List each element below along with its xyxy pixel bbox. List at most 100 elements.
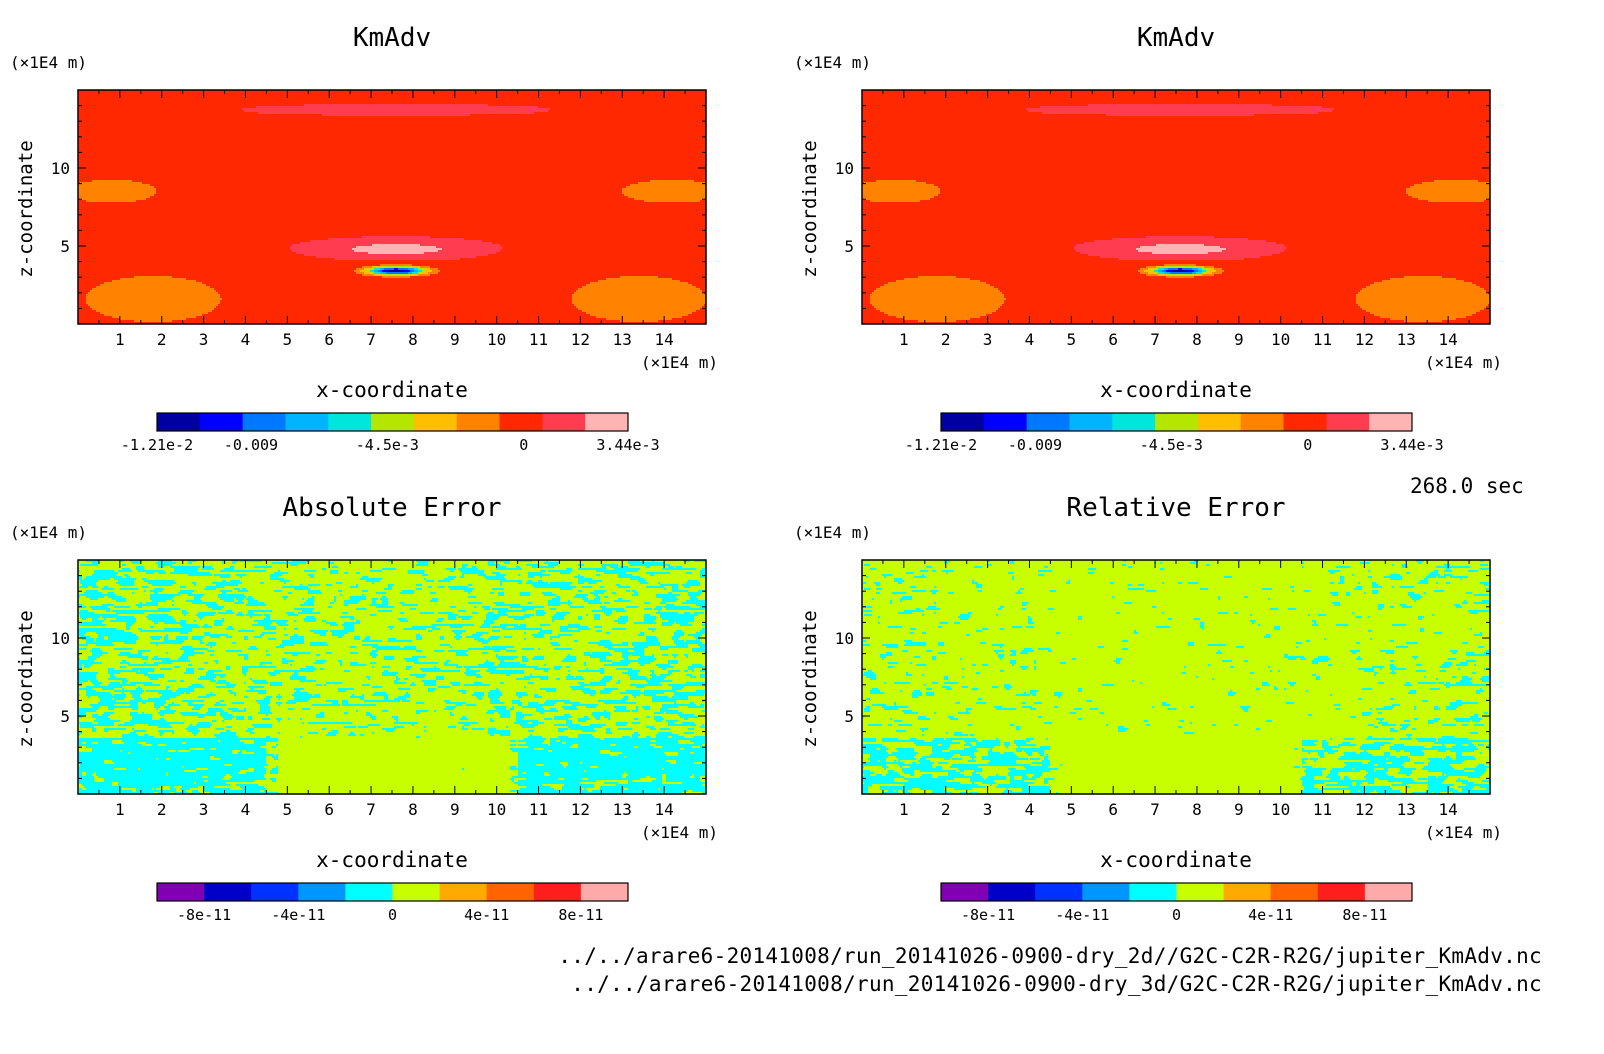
x-tick-label: 12 — [571, 800, 590, 819]
x-unit-label: (×1E4 m) — [641, 353, 718, 372]
x-tick-label: 2 — [941, 330, 951, 349]
colorbar-swatch — [941, 883, 989, 901]
colorbar-swatch — [251, 883, 299, 901]
y-unit-label: (×1E4 m) — [794, 523, 871, 542]
x-tick-label: 2 — [157, 330, 167, 349]
y-tick-label: 5 — [844, 237, 854, 256]
x-tick-label: 5 — [1067, 330, 1077, 349]
colorbar-swatch — [456, 413, 501, 431]
y-tick-label: 10 — [835, 629, 854, 648]
x-tick-label: 14 — [655, 330, 674, 349]
x-tick-label: 13 — [613, 330, 632, 349]
panel-title: Absolute Error — [282, 493, 501, 523]
x-tick-label: 9 — [450, 800, 460, 819]
colorbar-swatch — [1326, 413, 1370, 431]
colorbar-swatch — [199, 413, 244, 431]
y-axis-label: z-coordinate — [799, 610, 821, 747]
panel-4: Relative Error(×1E4 m)1 2 3 4 5 6 7 8 9 10 11 12 13 1… — [794, 493, 1502, 924]
colorbar-tick-label: 0 — [1172, 906, 1181, 924]
colorbar-swatch — [1197, 413, 1242, 431]
colorbar-swatch — [1317, 883, 1366, 901]
x-tick-label: 11 — [529, 800, 548, 819]
x-tick-label: 2 — [157, 800, 167, 819]
x-tick-label: 3 — [983, 800, 993, 819]
x-tick-label: 9 — [1234, 330, 1244, 349]
x-tick-label: 12 — [1355, 330, 1374, 349]
y-tick-label: 10 — [51, 629, 70, 648]
panel-title: KmAdv — [1137, 23, 1215, 53]
file-path-2: ../../arare6-20141008/run_20141026-0900-… — [571, 972, 1542, 996]
colorbar-swatch — [1223, 883, 1272, 901]
x-axis-label: x-coordinate — [316, 378, 468, 402]
colorbar-swatch — [392, 883, 441, 901]
colorbar-tick-label: -0.009 — [1008, 436, 1062, 454]
x-tick-label: 9 — [450, 330, 460, 349]
colorbar-swatch — [988, 883, 1036, 901]
panel-title: Relative Error — [1066, 493, 1285, 523]
colorbar-tick-label: 8e-11 — [558, 906, 603, 924]
colorbar-swatch — [1364, 883, 1413, 901]
x-tick-label: 8 — [408, 330, 418, 349]
x-tick-label: 9 — [1234, 800, 1244, 819]
x-tick-label: 10 — [487, 330, 506, 349]
x-axis-label: x-coordinate — [316, 848, 468, 872]
colorbar-swatch — [157, 413, 201, 431]
x-tick-label: 13 — [1397, 800, 1416, 819]
colorbar-swatch — [1082, 883, 1130, 901]
x-tick-label: 8 — [408, 800, 418, 819]
x-tick-label: 6 — [1108, 800, 1118, 819]
colorbar-tick-label: 4e-11 — [464, 906, 509, 924]
colorbar-tick-label: -8e-11 — [177, 906, 231, 924]
y-axis-label: z-coordinate — [15, 140, 37, 277]
x-tick-label: 5 — [283, 330, 293, 349]
x-tick-label: 11 — [1313, 330, 1332, 349]
x-tick-label: 4 — [1025, 800, 1035, 819]
x-tick-label: 4 — [1025, 330, 1035, 349]
colorbar-tick-label: 0 — [519, 436, 528, 454]
y-unit-label: (×1E4 m) — [10, 523, 87, 542]
x-tick-label: 3 — [199, 800, 209, 819]
colorbar-swatch — [580, 883, 629, 901]
colorbar-tick-label: 4e-11 — [1248, 906, 1293, 924]
x-tick-label: 14 — [1439, 800, 1458, 819]
colorbar-swatch — [1129, 883, 1177, 901]
heatmap-field — [862, 560, 1490, 794]
x-tick-label: 10 — [1271, 330, 1290, 349]
y-axis-label: z-coordinate — [799, 140, 821, 277]
x-tick-label: 14 — [655, 800, 674, 819]
colorbar-swatch — [242, 413, 286, 431]
x-tick-label: 10 — [487, 800, 506, 819]
x-tick-label: 5 — [283, 800, 293, 819]
x-tick-label: 11 — [529, 330, 548, 349]
colorbar-tick-label: -1.21e-2 — [905, 436, 977, 454]
colorbar-swatch — [1035, 883, 1083, 901]
colorbar-swatch — [413, 413, 458, 431]
colorbar-tick-label: -4e-11 — [271, 906, 325, 924]
colorbar-frame — [156, 412, 629, 432]
y-tick-label: 5 — [60, 237, 70, 256]
colorbar-tick-label: -4e-11 — [1055, 906, 1109, 924]
colorbar-swatch — [542, 413, 586, 431]
colorbar-swatch — [1155, 413, 1199, 431]
x-tick-label: 10 — [1271, 800, 1290, 819]
x-tick-label: 7 — [366, 330, 376, 349]
colorbar-swatch — [533, 883, 582, 901]
colorbar-swatch — [941, 413, 985, 431]
colorbar-frame — [940, 412, 1413, 432]
colorbar-swatch — [1369, 413, 1413, 431]
x-tick-label: 13 — [613, 800, 632, 819]
colorbar-tick-label: 3.44e-3 — [1380, 436, 1443, 454]
x-tick-label: 1 — [115, 800, 125, 819]
colorbar-swatch — [439, 883, 488, 901]
x-tick-label: 7 — [1150, 800, 1160, 819]
colorbar: -8e-11 -4e-11 0 4e-11 8e-11 — [940, 882, 1413, 924]
x-tick-label: 2 — [941, 800, 951, 819]
colorbar-swatch — [1283, 413, 1327, 431]
x-tick-label: 1 — [899, 330, 909, 349]
colorbar-tick-label: -1.21e-2 — [121, 436, 193, 454]
x-tick-label: 6 — [324, 800, 334, 819]
x-tick-label: 1 — [115, 330, 125, 349]
colorbar-swatch — [1026, 413, 1070, 431]
colorbar-swatch — [1176, 883, 1225, 901]
x-unit-label: (×1E4 m) — [1425, 353, 1502, 372]
